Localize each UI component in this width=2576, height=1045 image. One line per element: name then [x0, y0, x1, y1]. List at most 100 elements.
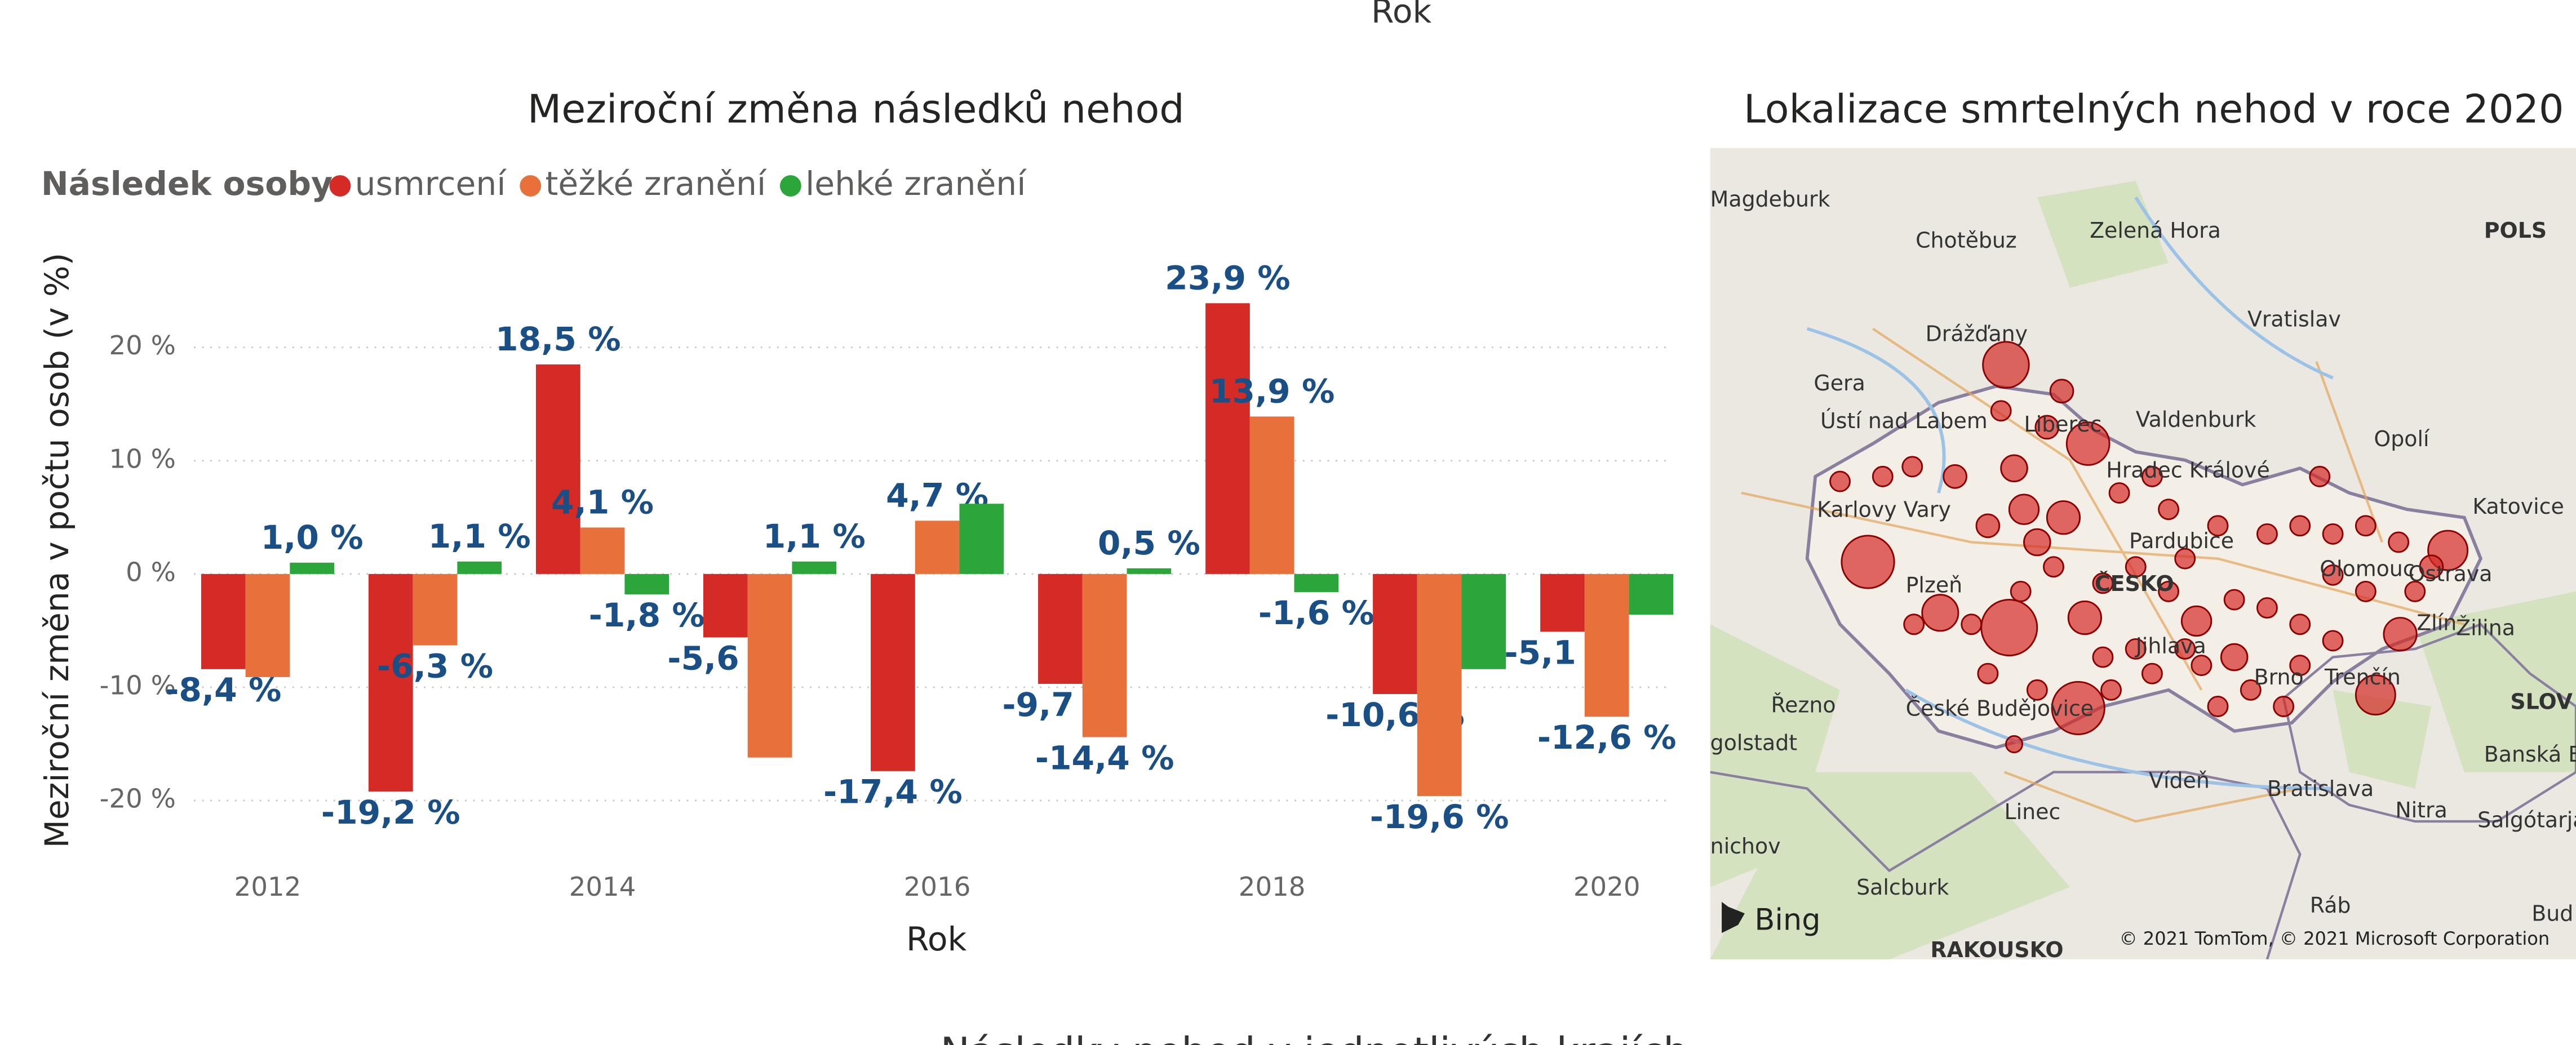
bar: [1250, 416, 1294, 574]
map-label: Řezno: [1771, 692, 1836, 717]
next-visual-title: Následky nehod v jednotlivých krajích: [941, 1029, 1688, 1045]
data-label: 1,0 %: [261, 518, 363, 557]
accident-point: [1904, 615, 1924, 634]
data-label: 13,9 %: [1209, 372, 1335, 411]
map-label: Trenčín: [2324, 665, 2401, 690]
bar: [959, 504, 1004, 574]
accident-point: [2356, 581, 2375, 601]
accident-point: [2093, 647, 2113, 667]
bar: [915, 521, 960, 574]
bar: [201, 574, 246, 669]
legend-label: lehké zranění: [805, 164, 1027, 203]
map-label: České Budějovice: [1906, 696, 2094, 721]
legend-label: těžké zranění: [546, 164, 767, 203]
page: {"page": {"top_text": "Rok", "bottom_tit…: [0, 0, 2576, 1045]
bar: [1373, 574, 1417, 694]
map-label: Plzeň: [1906, 573, 1963, 598]
legend-label: usmrcení: [355, 164, 507, 203]
y-tick-label: 10 %: [109, 443, 175, 474]
bar: [580, 527, 625, 573]
accident-point: [2384, 618, 2417, 651]
accident-point: [2290, 615, 2310, 634]
accident-point: [2009, 495, 2038, 524]
bar: [1083, 574, 1127, 737]
accident-point: [2001, 455, 2028, 482]
y-axis-title: Meziroční změna v počtu osob (v %): [38, 253, 76, 848]
accident-point: [2011, 581, 2030, 601]
accident-point: [1983, 342, 2029, 388]
map-label: SLOV: [2510, 690, 2573, 714]
bar: [1127, 568, 1171, 574]
map-label: Bratislava: [2267, 776, 2374, 801]
accident-point: [2101, 680, 2121, 700]
bar: [792, 562, 836, 574]
legend-marker: [780, 175, 801, 197]
accident-point: [2047, 501, 2080, 534]
bar: [1585, 574, 1629, 717]
accident-point: [1978, 664, 1998, 683]
accident-point: [2224, 590, 2244, 610]
y-tick-label: -10 %: [100, 670, 176, 700]
accident-point: [2109, 483, 2129, 503]
map-logo: Bing: [1754, 903, 1820, 937]
x-tick-label: 2018: [1239, 871, 1306, 902]
accident-point: [1981, 600, 2037, 656]
map-label: Karlovy Vary: [1817, 497, 1951, 522]
data-label: 1,1 %: [763, 517, 866, 555]
cut-axis-label: Rok: [1371, 0, 1432, 30]
map-label: Hradec Králové: [2106, 458, 2270, 483]
map-label: Salgótarján: [2477, 808, 2576, 833]
data-label: -19,6 %: [1370, 798, 1509, 836]
accident-point: [1944, 465, 1967, 488]
accident-point: [2323, 524, 2343, 544]
accident-point: [2323, 631, 2343, 651]
legend: usmrcení těžké zranění lehké zranění: [329, 164, 1027, 203]
bar: [1205, 303, 1250, 574]
legend-marker: [329, 175, 351, 197]
map-label: Zlín: [2417, 611, 2457, 635]
bar: [703, 574, 748, 638]
map-label: RAKOUSKO: [1930, 937, 2063, 962]
accident-point: [1976, 514, 1999, 537]
map-label: Nitra: [2395, 798, 2448, 822]
bar: [457, 562, 502, 574]
bar: [871, 574, 915, 771]
map-label: Linec: [2005, 799, 2061, 824]
map-label: Vratislav: [2247, 306, 2341, 331]
accident-point: [2257, 524, 2277, 544]
y-tick-label: 0 %: [126, 557, 176, 587]
map-label: golstadt: [1710, 731, 1797, 755]
map-label: Opolí: [2374, 426, 2430, 451]
data-label: 0,5 %: [1098, 524, 1200, 562]
legend-title: Následek osoby: [41, 164, 332, 203]
map-label: Liberec: [2024, 412, 2102, 437]
accident-point: [2024, 529, 2051, 555]
map-label: Jihlava: [2135, 634, 2206, 659]
accident-point: [1830, 472, 1850, 491]
accident-point: [1991, 401, 2011, 421]
y-tick-label: 20 %: [109, 330, 175, 361]
bar: [1540, 574, 1585, 632]
dashboard: Rok Následky nehod v jednotlivých krajíc…: [0, 0, 2576, 1045]
map-label: nichov: [1710, 834, 1781, 859]
accident-point: [2274, 697, 2294, 717]
data-label: -6,3 %: [377, 647, 493, 685]
map-label: Vídeň: [2149, 768, 2210, 793]
accident-point: [1842, 536, 1894, 588]
bar: [748, 574, 792, 758]
data-label: -1,6 %: [1258, 594, 1375, 632]
map-label: Ráb: [2310, 893, 2351, 918]
accident-point: [2290, 516, 2310, 536]
data-label: 1,1 %: [428, 517, 531, 555]
map-label: Banská Bystrica: [2484, 742, 2576, 767]
map-attribution: © 2021 TomTom, © 2021 Microsoft Corporat…: [2120, 928, 2550, 949]
accident-point: [1962, 615, 1981, 634]
accident-point: [2142, 664, 2162, 683]
data-label: -1,8 %: [589, 596, 705, 634]
map-label: Ostrava: [2409, 561, 2493, 586]
bar: [1294, 574, 1339, 592]
map-label: Salcburk: [1856, 875, 1949, 900]
plot-area: -20 %-10 %0 %10 %20 %2012-8,4 %1,0 %-19,…: [100, 259, 1677, 902]
accident-point: [1873, 466, 1892, 486]
